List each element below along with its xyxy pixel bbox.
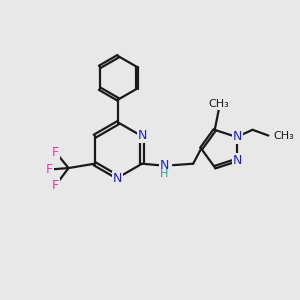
- Text: F: F: [52, 146, 59, 159]
- Text: N: N: [232, 130, 242, 143]
- Text: N: N: [232, 154, 242, 167]
- Text: H: H: [160, 169, 169, 179]
- Text: CH₃: CH₃: [274, 130, 294, 141]
- Text: N: N: [160, 159, 169, 172]
- Text: CH₃: CH₃: [209, 99, 230, 109]
- Text: N: N: [138, 129, 147, 142]
- Text: N: N: [113, 172, 122, 184]
- Text: F: F: [52, 179, 59, 192]
- Text: F: F: [46, 163, 53, 176]
